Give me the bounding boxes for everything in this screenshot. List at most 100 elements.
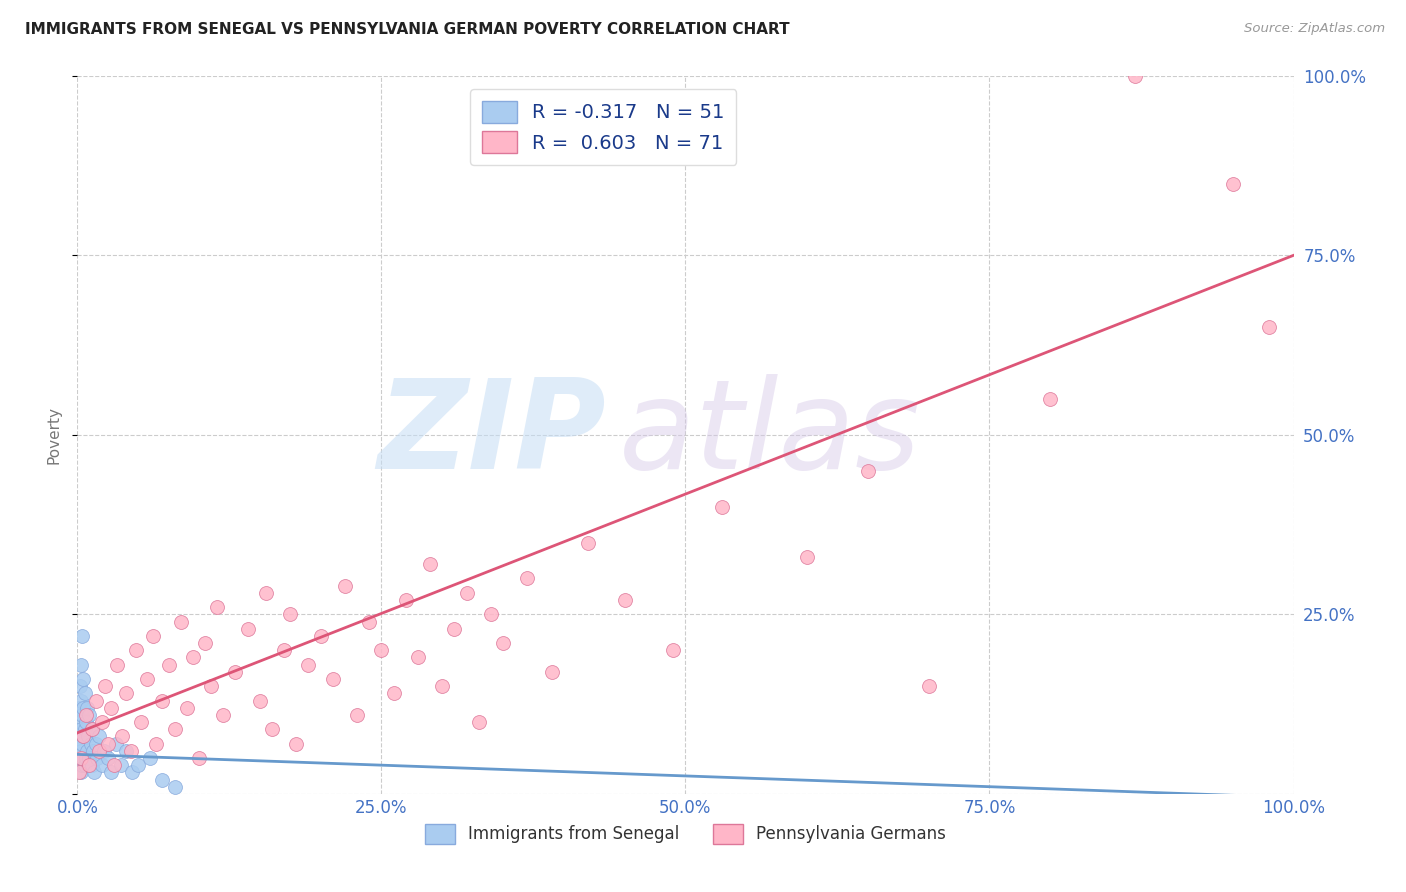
Point — [662, 643, 685, 657]
Point — [72, 672, 94, 686]
Point — [170, 615, 193, 629]
Point — [1125, 69, 1147, 83]
Point — [205, 600, 228, 615]
Point — [249, 693, 271, 707]
Point — [90, 715, 112, 730]
Point — [70, 744, 93, 758]
Point — [69, 715, 91, 730]
Point — [94, 679, 117, 693]
Text: IMMIGRANTS FROM SENEGAL VS PENNSYLVANIA GERMAN POVERTY CORRELATION CHART: IMMIGRANTS FROM SENEGAL VS PENNSYLVANIA … — [25, 22, 790, 37]
Point — [100, 765, 122, 780]
Point — [79, 707, 101, 722]
Point — [107, 657, 129, 672]
Point — [152, 772, 174, 787]
Point — [70, 707, 93, 722]
Point — [76, 744, 98, 758]
Point — [83, 765, 105, 780]
Point — [309, 629, 332, 643]
Point — [89, 744, 111, 758]
Point — [163, 780, 186, 794]
Point — [73, 758, 96, 772]
Point — [1039, 392, 1062, 406]
Point — [456, 586, 478, 600]
Point — [121, 765, 143, 780]
Point — [576, 535, 599, 549]
Point — [710, 500, 733, 514]
Point — [70, 629, 93, 643]
Point — [796, 549, 818, 564]
Point — [285, 737, 308, 751]
Point — [89, 730, 111, 744]
Point — [467, 715, 489, 730]
Point — [297, 657, 319, 672]
Point — [236, 622, 259, 636]
Point — [145, 737, 167, 751]
Point — [67, 730, 90, 744]
Point — [157, 657, 180, 672]
Point — [73, 723, 96, 737]
Point — [70, 693, 93, 707]
Point — [370, 643, 392, 657]
Point — [115, 686, 138, 700]
Point — [70, 751, 93, 765]
Point — [856, 464, 879, 478]
Point — [70, 758, 93, 772]
Point — [77, 730, 100, 744]
Point — [419, 557, 441, 571]
Point — [105, 737, 128, 751]
Point — [103, 758, 125, 772]
Point — [80, 723, 103, 737]
Point — [67, 765, 90, 780]
Point — [129, 715, 152, 730]
Point — [75, 715, 97, 730]
Point — [613, 593, 636, 607]
Point — [194, 636, 217, 650]
Point — [70, 737, 93, 751]
Point — [80, 758, 103, 772]
Point — [212, 707, 235, 722]
Point — [90, 758, 112, 772]
Point — [111, 730, 134, 744]
Point — [67, 751, 90, 765]
Point — [260, 723, 283, 737]
Point — [395, 593, 418, 607]
Point — [200, 679, 222, 693]
Point — [406, 650, 429, 665]
Point — [75, 707, 97, 722]
Point — [430, 679, 453, 693]
Point — [79, 758, 101, 772]
Point — [333, 579, 356, 593]
Point — [69, 679, 91, 693]
Point — [115, 744, 138, 758]
Point — [224, 665, 246, 679]
Point — [70, 723, 93, 737]
Point — [93, 744, 115, 758]
Point — [80, 723, 103, 737]
Point — [254, 586, 277, 600]
Point — [278, 607, 301, 622]
Point — [176, 700, 198, 714]
Point — [69, 758, 91, 772]
Legend: Immigrants from Senegal, Pennsylvania Germans: Immigrants from Senegal, Pennsylvania Ge… — [418, 818, 953, 850]
Point — [100, 700, 122, 714]
Text: ZIP: ZIP — [378, 375, 606, 495]
Point — [72, 730, 94, 744]
Point — [188, 751, 211, 765]
Point — [77, 758, 100, 772]
Point — [142, 629, 165, 643]
Point — [322, 672, 344, 686]
Point — [72, 700, 94, 714]
Point — [479, 607, 502, 622]
Point — [1222, 177, 1244, 191]
Point — [84, 737, 107, 751]
Point — [492, 636, 515, 650]
Point — [82, 744, 104, 758]
Point — [97, 751, 120, 765]
Point — [73, 686, 96, 700]
Point — [135, 672, 157, 686]
Point — [97, 737, 120, 751]
Point — [181, 650, 204, 665]
Point — [76, 700, 98, 714]
Point — [918, 679, 941, 693]
Point — [127, 758, 149, 772]
